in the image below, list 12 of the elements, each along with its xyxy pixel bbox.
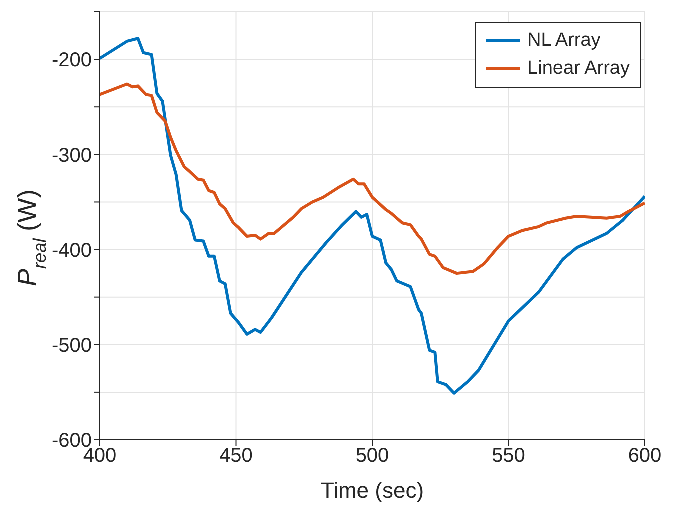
x-tick-label: 450 [220, 445, 253, 468]
x-tick-label: 500 [356, 445, 390, 468]
x-tick-label: 600 [628, 445, 662, 468]
legend-label: NL Array [528, 30, 601, 52]
line-series [100, 82, 645, 276]
y-tick-label: -400 [52, 240, 92, 262]
x-axis-title: Time (sec) [320, 478, 424, 503]
y-tick-label: -500 [52, 334, 92, 357]
y-tick-label: -200 [52, 50, 92, 72]
legend-label: Linear Array [528, 58, 630, 80]
y-tick-label: -300 [52, 144, 92, 167]
x-tick-label: 550 [492, 445, 526, 468]
